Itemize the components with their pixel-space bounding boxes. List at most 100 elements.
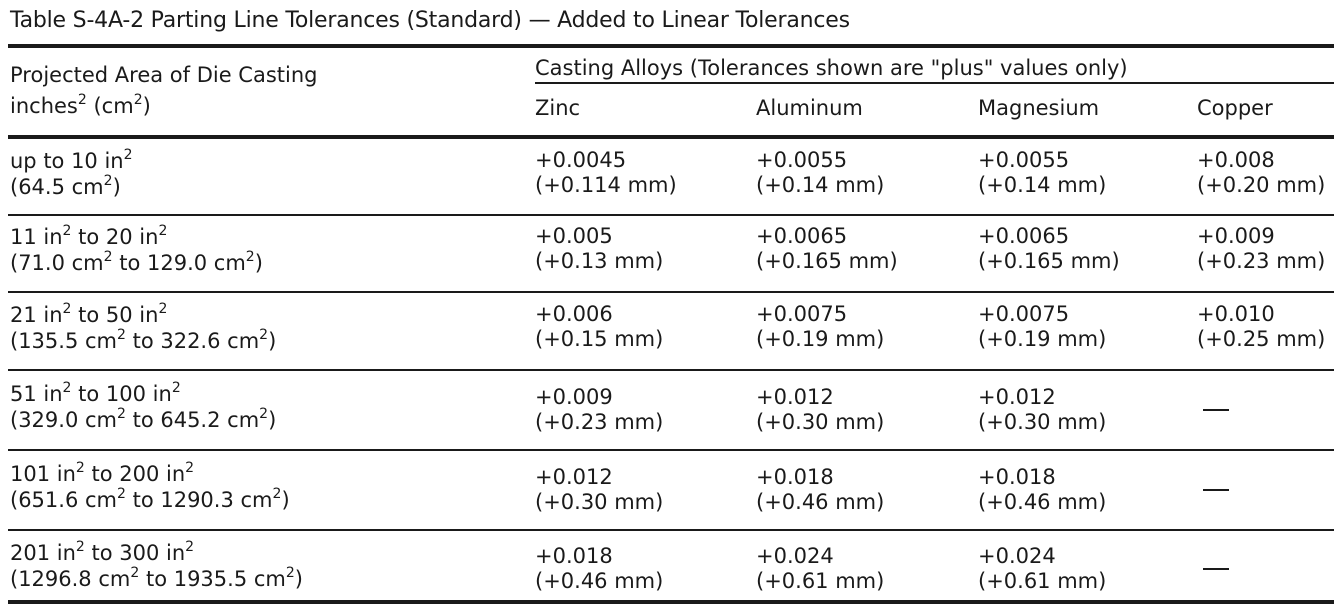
tolerance-inches: +0.018 [756,465,834,489]
tolerance-mm: (+0.61 mm) [756,569,885,593]
tolerance-mm: (+0.165 mm) [978,249,1120,273]
area-header-unit: inches [10,94,78,118]
tolerance-inches: +0.009 [1197,224,1275,248]
area-text: (329.0 cm [10,408,117,432]
tolerance-mm: (+0.19 mm) [978,327,1107,351]
tolerance-inches: +0.024 [756,544,834,568]
area-exponent: 2 [185,539,195,555]
area-text: to 645.2 cm [125,408,260,432]
area-exponent: 2 [117,327,126,343]
area-header-sup: 2 [77,92,87,108]
area-column-header: Projected Area of Die Casting inches2 (c… [10,60,317,122]
tolerance-inches: +0.005 [535,224,613,248]
tolerance-cell-aluminum: +0.024 (+0.61 mm) [756,544,884,594]
area-exponent: 2 [259,327,269,343]
area-header-line2: inches2 (cm2) [10,91,317,122]
alloys-rule [535,82,1334,84]
area-exponent: 2 [62,301,72,317]
tolerance-mm: (+0.30 mm) [978,410,1107,434]
tolerance-inches: +0.006 [535,302,613,326]
area-header-close: ) [142,94,151,118]
tolerance-mm: (+0.114 mm) [535,173,677,197]
area-text: ) [268,408,277,432]
area-inches: 101 in2 to 200 in2 [10,461,290,487]
area-header-metric: (cm [93,94,134,118]
area-text: ) [112,175,121,199]
tolerance-inches: +0.009 [535,385,613,409]
area-metric: (71.0 cm2 to 129.0 cm2) [10,250,263,276]
tolerance-mm: (+0.46 mm) [978,490,1107,514]
tolerance-mm: (+0.46 mm) [756,490,885,514]
area-exponent: 2 [158,223,168,239]
area-inches: 11 in2 to 20 in2 [10,224,263,250]
column-header-magnesium: Magnesium [978,96,1100,120]
tolerance-inches: +0.0065 [756,224,848,248]
projected-area-cell: 101 in2 to 200 in2 (651.6 cm2 to 1290.3 c… [10,461,290,513]
area-exponent: 2 [62,380,72,396]
tolerance-inches: +0.0045 [535,148,627,172]
tolerance-cell-copper: +0.009 (+0.23 mm) [1197,224,1325,274]
area-text: ) [294,567,303,591]
row-rule [8,291,1334,293]
area-exponent: 2 [272,486,282,502]
area-inches: 21 in2 to 50 in2 [10,302,276,328]
area-header-line1: Projected Area of Die Casting [10,63,318,87]
bottom-rule [8,600,1334,604]
tolerance-inches: +0.012 [756,385,834,409]
area-exponent: 2 [185,460,195,476]
area-text: up to 10 in [10,149,124,173]
area-metric: (64.5 cm2) [10,174,133,200]
tolerance-inches: +0.0065 [978,224,1070,248]
area-text: ) [254,251,263,275]
area-exponent: 2 [103,249,113,265]
tolerance-cell-zinc: +0.006 (+0.15 mm) [535,302,663,352]
row-rule [8,449,1334,451]
tolerance-inches: +0.008 [1197,148,1275,172]
tolerance-mm: (+0.19 mm) [756,327,885,351]
area-exponent: 2 [259,406,269,422]
area-text: (71.0 cm [10,251,104,275]
area-text: 201 in [10,541,76,565]
area-metric: (1296.8 cm2 to 1935.5 cm2) [10,566,303,592]
area-metric: (651.6 cm2 to 1290.3 cm2) [10,487,290,513]
not-applicable-dash [1203,409,1229,411]
area-text: to 1935.5 cm [139,567,286,591]
area-exponent: 2 [123,147,133,163]
area-exponent: 2 [62,223,72,239]
tolerance-cell-zinc: +0.018 (+0.46 mm) [535,544,663,594]
area-exponent: 2 [285,565,295,581]
tolerance-inches: +0.0075 [978,302,1070,326]
area-text: (135.5 cm [10,329,117,353]
tolerance-cell-aluminum: +0.0065 (+0.165 mm) [756,224,898,274]
area-exponent: 2 [75,460,85,476]
area-text: to 1290.3 cm [125,488,273,512]
area-text: to 200 in [84,462,186,486]
tolerance-inches: +0.024 [978,544,1056,568]
tolerance-inches: +0.0055 [978,148,1070,172]
tolerance-mm: (+0.46 mm) [535,569,664,593]
area-exponent: 2 [130,565,140,581]
tolerance-cell-magnesium: +0.0065 (+0.165 mm) [978,224,1120,274]
tolerance-cell-copper: +0.010 (+0.25 mm) [1197,302,1325,352]
area-exponent: 2 [103,173,113,189]
area-text: to 322.6 cm [125,329,260,353]
area-text: (651.6 cm [10,488,117,512]
area-metric: (329.0 cm2 to 645.2 cm2) [10,407,276,433]
tolerance-cell-copper: +0.008 (+0.20 mm) [1197,148,1325,198]
tolerance-mm: (+0.14 mm) [756,173,885,197]
tolerance-mm: (+0.15 mm) [535,327,664,351]
area-text: to 300 in [84,541,186,565]
area-exponent: 2 [171,380,181,396]
area-exponent: 2 [117,486,126,502]
area-exponent: 2 [75,539,85,555]
not-applicable-dash [1203,489,1229,491]
tolerance-inches: +0.0075 [756,302,848,326]
column-header-copper: Copper [1197,96,1273,120]
tolerance-mm: (+0.25 mm) [1197,327,1326,351]
column-header-zinc: Zinc [535,96,581,120]
projected-area-cell: 21 in2 to 50 in2 (135.5 cm2 to 322.6 cm2) [10,302,276,354]
row-rule [8,369,1334,371]
tolerance-mm: (+0.30 mm) [535,490,664,514]
area-inches: 201 in2 to 300 in2 [10,540,303,566]
